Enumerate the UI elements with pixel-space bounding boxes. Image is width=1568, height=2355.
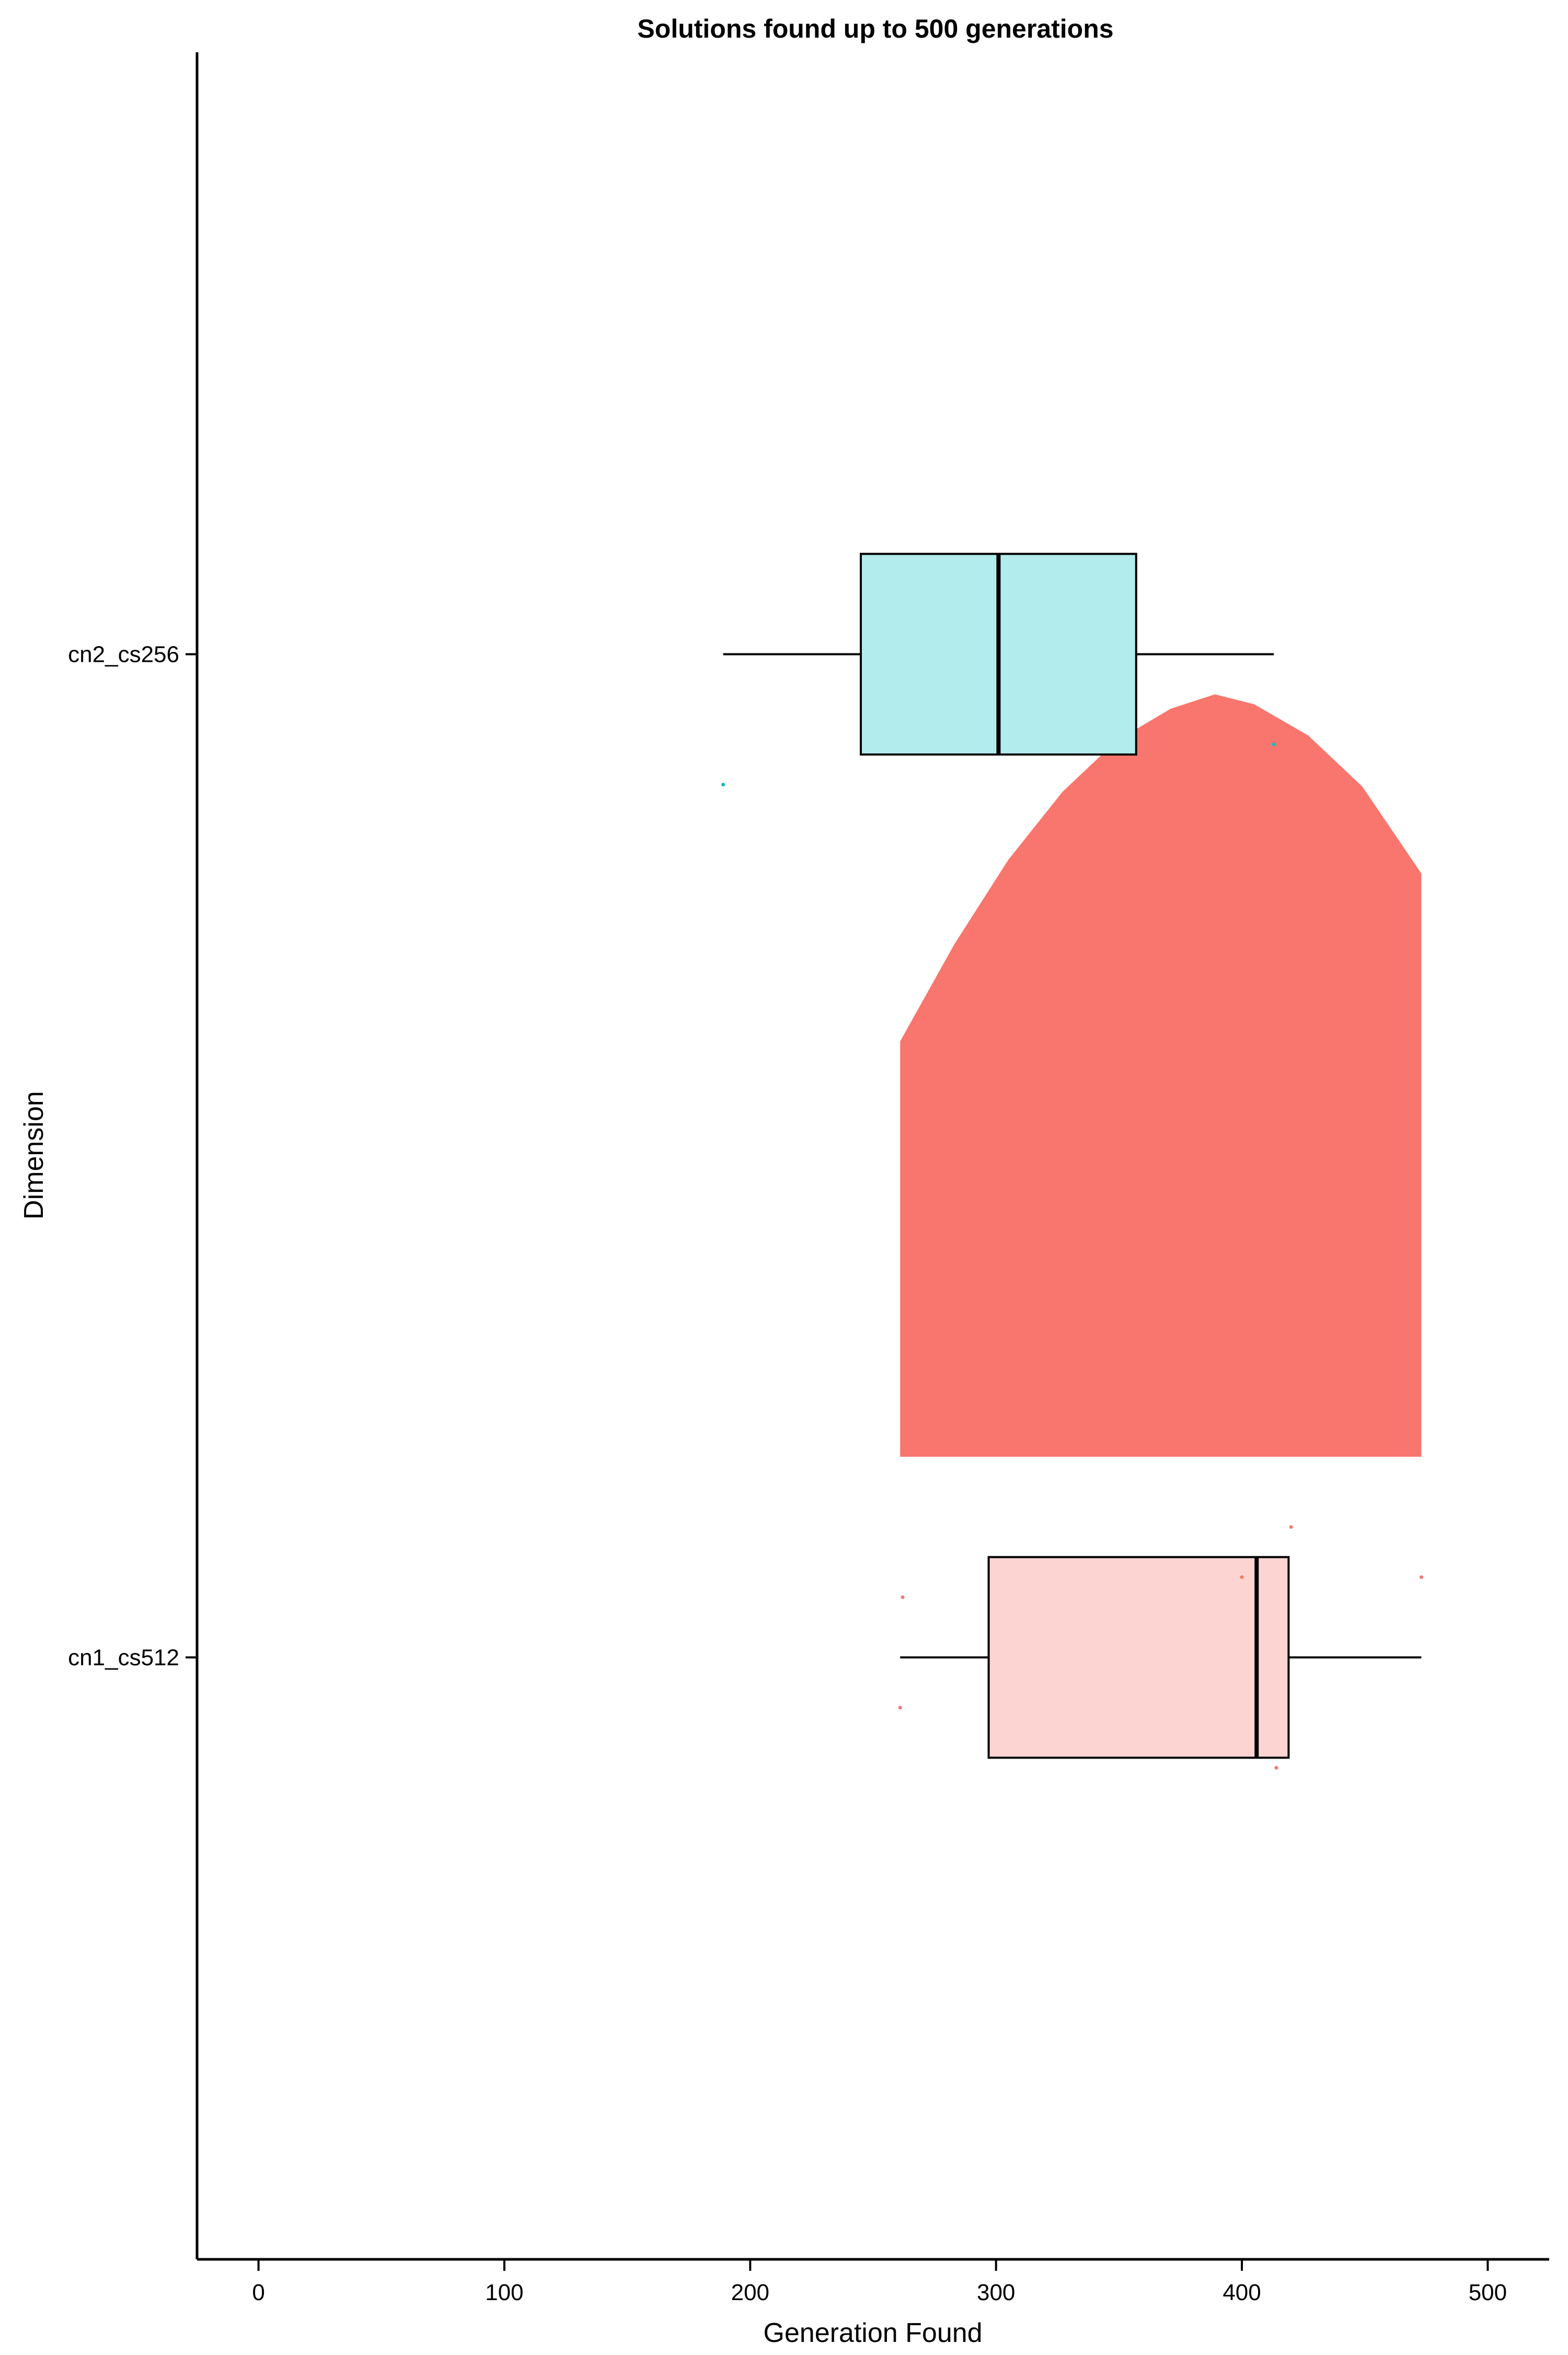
chart-marks <box>721 553 1423 1770</box>
chart-title: Solutions found up to 500 generations <box>637 14 1113 43</box>
density-cn1_cs512 <box>900 694 1422 1457</box>
y-axis-title: Dimension <box>19 1091 49 1220</box>
point-cn1_cs512 <box>1240 1575 1244 1579</box>
y-tick-label: cn1_cs512 <box>68 1645 179 1671</box>
x-axis-ticks: 0 100 200 300 400 500 <box>252 2259 1507 2305</box>
point-cn1_cs512 <box>898 1706 902 1709</box>
point-cn1_cs512 <box>1289 1525 1293 1529</box>
point-cn2_cs256 <box>1272 742 1276 746</box>
point-cn1_cs512 <box>1419 1575 1423 1579</box>
x-tick-label: 300 <box>977 2280 1015 2305</box>
x-tick-label: 200 <box>731 2280 769 2305</box>
y-axis-ticks: cn1_cs512 cn2_cs256 <box>68 641 197 1671</box>
x-tick-label: 0 <box>252 2280 264 2305</box>
box-cn1_cs512 <box>987 1556 1290 1759</box>
point-cn1_cs512 <box>1274 1766 1278 1770</box>
point-cn1_cs512 <box>901 1595 905 1599</box>
y-tick-label: cn2_cs256 <box>68 641 179 667</box>
x-tick-label: 500 <box>1469 2280 1507 2305</box>
x-axis-title: Generation Found <box>763 2318 982 2348</box>
x-tick-label: 100 <box>485 2280 523 2305</box>
point-cn2_cs256 <box>721 783 725 787</box>
x-tick-label: 400 <box>1223 2280 1261 2305</box>
